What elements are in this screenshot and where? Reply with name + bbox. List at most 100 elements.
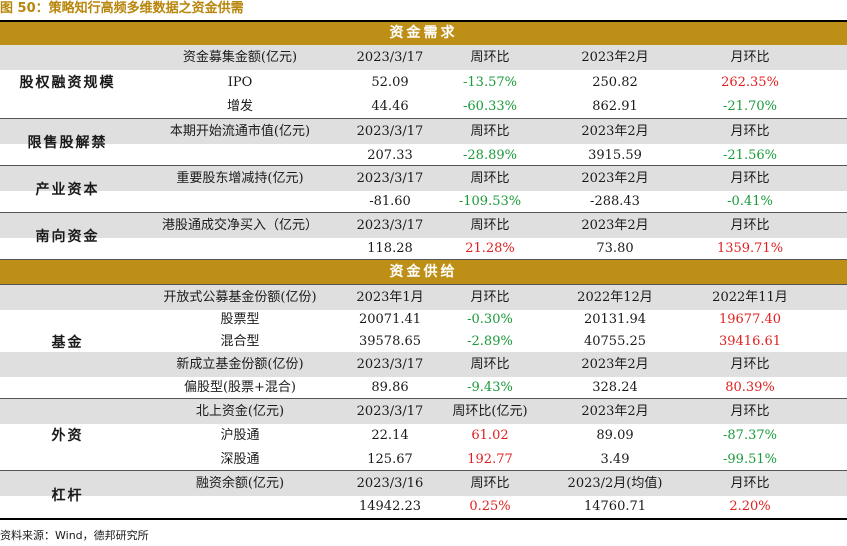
ipo-row: IPO 52.09 -13.57% 250.82 262.35% (0, 70, 847, 95)
follow-on-change-1: -60.33% (463, 99, 517, 114)
unlock-data-change-1: -28.89% (463, 148, 517, 163)
margin-header-change-2: 月环比 (730, 476, 770, 491)
shanghai-connect-value-2: 89.09 (596, 428, 634, 443)
group-separator (0, 165, 847, 166)
southbound-data-change-1: 21.28% (465, 241, 515, 256)
group-separator (0, 259, 847, 260)
margin-header-label: 融资余额(亿元) (195, 476, 285, 491)
category-industrial: 产业资本 (35, 182, 100, 198)
new-fund-header-label: 新成立基金份额(亿份) (176, 357, 304, 372)
follow-on-label: 增发 (226, 99, 253, 114)
northbound-header-row: 北上资金(亿元) 2023/3/17 周环比(亿元) 2023年2月 月环比 (0, 399, 847, 424)
southbound-header-row: 港股通成交净买入（亿元） 2023/3/17 周环比 2023年2月 月环比 (0, 213, 847, 238)
bottom-rule (0, 518, 847, 520)
fund-header-change-2: 2022年11月 (712, 290, 788, 305)
industrial-data-row: -81.60 -109.53% -288.43 -0.41% (0, 189, 847, 214)
unlock-data-row: 207.33 -28.89% 3915.59 -21.56% (0, 143, 847, 168)
equity-header-change-1: 周环比 (470, 50, 510, 65)
new-fund-header-change-1: 周环比 (470, 357, 510, 372)
industrial-header-value-2: 2023年2月 (581, 171, 649, 186)
equity-header-label: 资金募集金额(亿元) (182, 50, 298, 65)
stock-fund-change-1: -0.30% (467, 312, 513, 327)
margin-header-change-1: 周环比 (470, 476, 510, 491)
ipo-change-1: -13.57% (463, 75, 517, 90)
group-separator (0, 470, 847, 471)
demand-header: 资金需求 (0, 22, 847, 45)
hybrid-fund-label: 混合型 (220, 334, 260, 349)
shanghai-connect-change-1: 61.02 (471, 428, 509, 443)
unlock-data-value-1: 207.33 (367, 148, 413, 163)
shenzhen-connect-row: 深股通 125.67 192.77 3.49 -99.51% (0, 447, 847, 472)
industrial-data-value-2: -288.43 (590, 194, 640, 209)
category-foreign: 外资 (51, 427, 84, 444)
industrial-data-value-1: -81.60 (369, 194, 411, 209)
northbound-header-change-1: 周环比(亿元) (452, 404, 528, 419)
group-separator (0, 118, 847, 119)
group-separator (0, 398, 847, 399)
margin-data-value-2: 14760.71 (583, 499, 647, 514)
southbound-data-change-2: 1359.71% (716, 241, 784, 256)
industrial-data-change-2: -0.41% (727, 194, 773, 209)
northbound-header-value-1: 2023/3/17 (356, 404, 424, 419)
shenzhen-connect-change-1: 192.77 (467, 452, 513, 467)
northbound-header-change-2: 月环比 (730, 404, 770, 419)
margin-data-label (135, 494, 345, 519)
new-fund-header-value-2: 2023年2月 (581, 357, 649, 372)
unlock-header-value-1: 2023/3/17 (356, 124, 424, 139)
margin-data-row: 14942.23 0.25% 14760.71 2.20% (0, 494, 847, 519)
supply-header: 资金供给 (0, 260, 847, 284)
group-separator (0, 284, 847, 285)
southbound-data-row: 118.28 21.28% 73.80 1359.71% (0, 236, 847, 261)
fund-header-label: 开放式公募基金份额(亿份) (163, 290, 317, 305)
follow-on-row: 增发 44.46 -60.33% 862.91 -21.70% (0, 94, 847, 119)
southbound-header-value-2: 2023年2月 (581, 218, 649, 233)
northbound-header-label: 北上资金(亿元) (195, 404, 285, 419)
margin-data-change-1: 0.25% (469, 499, 511, 514)
unlock-data-value-2: 3915.59 (588, 148, 642, 163)
ipo-value-2: 250.82 (592, 75, 638, 90)
follow-on-change-2: -21.70% (723, 99, 777, 114)
industrial-header-label: 重要股东增减持(亿元) (176, 171, 304, 186)
equity-header-value-1: 2023/3/17 (356, 50, 424, 65)
hybrid-fund-row: 混合型 39578.65 -2.89% 40755.25 39416.61 (0, 329, 847, 354)
margin-header-row: 融资余额(亿元) 2023/3/16 周环比 2023/2月(均值) 月环比 (0, 471, 847, 496)
hybrid-fund-change-1: -2.89% (467, 334, 513, 349)
fund-header-change-1: 月环比 (470, 290, 510, 305)
follow-on-value-1: 44.46 (371, 99, 409, 114)
shenzhen-connect-label: 深股通 (220, 452, 260, 467)
equity-header-value-2: 2023年2月 (581, 50, 649, 65)
stock-fund-value-2: 20131.94 (583, 312, 647, 327)
industrial-data-label (135, 189, 345, 214)
new-fund-header-row: 新成立基金份额(亿份) 2023/3/17 周环比 2023年2月 月环比 (0, 352, 847, 377)
unlock-header-label: 本期开始流通市值(亿元) (169, 124, 311, 139)
southbound-data-label (135, 236, 345, 261)
ipo-change-2: 262.35% (721, 75, 779, 90)
hybrid-fund-value-1: 39578.65 (358, 334, 422, 349)
hybrid-fund-change-2: 39416.61 (718, 334, 782, 349)
category-unlock: 限售股解禁 (27, 135, 108, 151)
equity-biased-fund-change-2: 80.39% (725, 380, 775, 395)
industrial-header-change-2: 月环比 (730, 171, 770, 186)
industrial-header-value-1: 2023/3/17 (356, 171, 424, 186)
unlock-data-change-2: -21.56% (723, 148, 777, 163)
southbound-data-value-2: 73.80 (596, 241, 634, 256)
margin-data-value-1: 14942.23 (358, 499, 422, 514)
northbound-header-value-2: 2023年2月 (581, 404, 649, 419)
fund-header-value-1: 2023年1月 (356, 290, 424, 305)
industrial-data-change-1: -109.53% (458, 194, 522, 209)
southbound-header-label: 港股通成交净买入（亿元） (161, 218, 318, 233)
fund-header-row: 开放式公募基金份额(亿份) 2023年1月 月环比 2022年12月 2022年11月 (0, 285, 847, 310)
margin-header-value-2: 2023/2月(均值) (567, 476, 663, 491)
equity-biased-fund-row: 偏股型(股票+混合) 89.86 -9.43% 328.24 80.39% (0, 375, 847, 400)
hybrid-fund-value-2: 40755.25 (583, 334, 647, 349)
shanghai-connect-change-2: -87.37% (723, 428, 777, 443)
equity-header-row: 资金募集金额(亿元) 2023/3/17 周环比 2023年2月 月环比 (0, 45, 847, 70)
equity-header-change-2: 月环比 (730, 50, 770, 65)
industrial-header-row: 重要股东增减持(亿元) 2023/3/17 周环比 2023年2月 月环比 (0, 166, 847, 191)
ipo-label: IPO (227, 75, 253, 90)
stock-fund-row: 股票型 20071.41 -0.30% 20131.94 19677.40 (0, 307, 847, 332)
group-separator (0, 212, 847, 213)
unlock-header-row: 本期开始流通市值(亿元) 2023/3/17 周环比 2023年2月 月环比 (0, 119, 847, 144)
new-fund-header-value-1: 2023/3/17 (356, 357, 424, 372)
shenzhen-connect-value-2: 3.49 (600, 452, 630, 467)
